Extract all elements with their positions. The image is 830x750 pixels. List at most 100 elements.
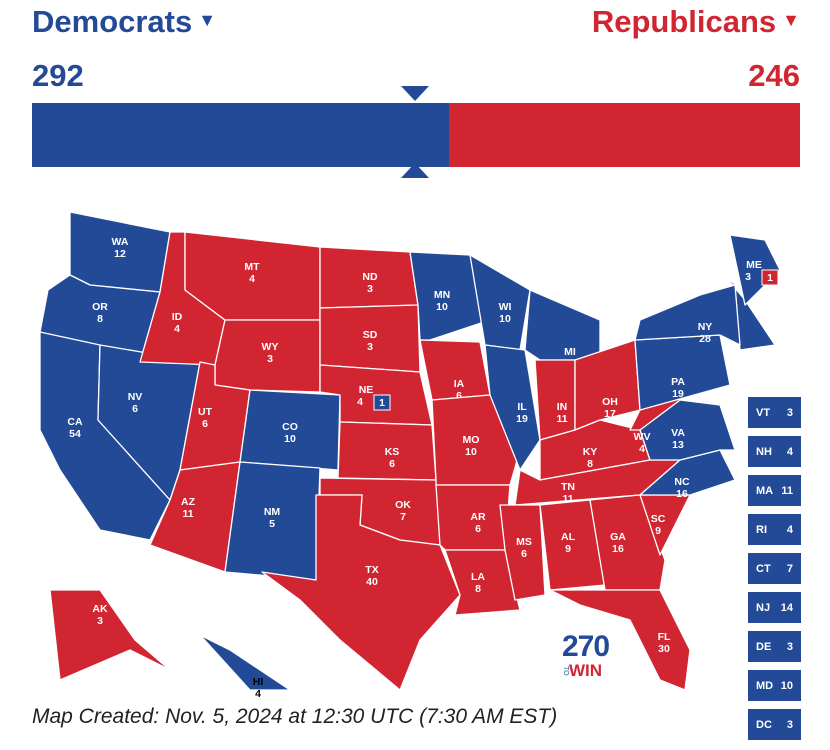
state-abbr: AR	[470, 511, 486, 523]
district-split-box[interactable]	[373, 394, 391, 411]
small-state-dc[interactable]: DC 3	[748, 709, 801, 740]
state-abbr: GA	[610, 531, 626, 543]
small-state-abbr: RI	[756, 523, 767, 536]
state-shape[interactable]	[534, 359, 576, 441]
state-ev: 6	[521, 548, 527, 560]
state-shape[interactable]	[199, 634, 291, 691]
small-state-ri[interactable]: RI 4	[748, 514, 801, 545]
state-ev: 3	[367, 341, 373, 353]
state-abbr: NV	[128, 391, 143, 403]
state-ia[interactable]: IA6	[419, 339, 491, 402]
state-ev: 16	[612, 543, 624, 555]
state-shape[interactable]	[484, 344, 541, 471]
state-nd[interactable]: ND3	[319, 246, 419, 309]
state-mt[interactable]: MT4	[184, 231, 321, 321]
state-ev: 28	[699, 333, 711, 345]
state-shape[interactable]	[549, 589, 691, 691]
state-abbr: OH	[602, 396, 618, 408]
state-shape[interactable]	[49, 589, 171, 681]
dem-total: 292	[32, 58, 84, 93]
state-ev: 4	[639, 443, 645, 455]
map-created-timestamp: Map Created: Nov. 5, 2024 at 12:30 UTC (…	[32, 705, 558, 728]
small-state-ev: 3	[786, 640, 793, 653]
state-ar[interactable]: AR6	[435, 484, 511, 551]
republicans-dropdown[interactable]: Republicans ▼	[592, 4, 800, 40]
democrats-dropdown[interactable]: Democrats ▼	[32, 4, 216, 40]
small-state-abbr: CT	[756, 562, 771, 575]
state-abbr: TN	[561, 481, 575, 493]
small-state-de[interactable]: DE 3	[748, 631, 801, 662]
state-shape[interactable]	[589, 494, 666, 591]
state-ev: 11	[182, 508, 193, 520]
state-abbr: SC	[651, 513, 666, 525]
small-state-ev: 3	[786, 406, 793, 419]
state-ks[interactable]: KS6	[337, 421, 437, 481]
dem-label: Democrats	[32, 4, 193, 39]
small-state-md[interactable]: MD 10	[748, 670, 801, 701]
state-me[interactable]: ME3 1	[729, 234, 781, 306]
small-state-abbr: NH	[756, 445, 772, 458]
small-state-abbr: DC	[756, 718, 772, 731]
state-shape[interactable]	[574, 339, 641, 431]
small-state-nj[interactable]: NJ 14	[748, 592, 801, 623]
small-state-nh[interactable]: NH 4	[748, 436, 801, 467]
state-abbr: NE	[359, 384, 374, 396]
small-state-vt[interactable]: VT 3	[748, 397, 801, 428]
logo-to: TO	[562, 666, 569, 676]
state-ev: 9	[655, 525, 661, 537]
small-state-ma[interactable]: MA 11	[748, 475, 801, 506]
state-ev: 3	[97, 615, 103, 627]
state-abbr: ND	[362, 271, 378, 283]
state-abbr: KY	[583, 446, 598, 458]
state-shape[interactable]	[524, 289, 601, 361]
state-ms[interactable]: MS6	[499, 504, 546, 601]
state-shape[interactable]	[634, 284, 741, 346]
state-abbr: SD	[363, 329, 378, 341]
state-abbr: CA	[67, 416, 83, 428]
state-abbr: WI	[499, 301, 512, 313]
state-ak[interactable]: AK3	[49, 589, 171, 681]
state-abbr: MS	[516, 536, 532, 548]
state-wy[interactable]: WY3	[214, 319, 321, 393]
270-marker-top-icon	[401, 86, 429, 101]
small-state-ev: 4	[786, 523, 793, 536]
state-ev: 10	[499, 313, 511, 325]
state-ev: 3	[745, 271, 751, 283]
state-shape[interactable]	[499, 504, 546, 601]
district-split-box[interactable]	[761, 269, 779, 286]
state-nm[interactable]: NM5	[224, 461, 321, 581]
state-shape[interactable]	[729, 234, 781, 306]
state-shape[interactable]	[149, 461, 241, 573]
state-sd[interactable]: SD3	[319, 304, 421, 373]
state-abbr: LA	[471, 571, 485, 583]
state-la[interactable]: LA8	[444, 549, 521, 616]
small-state-ev: 3	[786, 718, 793, 731]
state-abbr: VA	[671, 427, 685, 439]
state-shape[interactable]	[639, 449, 736, 496]
state-shape[interactable]	[261, 494, 461, 691]
district-split-ev: 1	[379, 397, 385, 409]
state-abbr: IL	[517, 401, 527, 413]
state-ev: 19	[516, 413, 528, 425]
state-ev: 6	[475, 523, 481, 535]
state-abbr: MO	[463, 434, 480, 446]
state-abbr: IA	[454, 378, 465, 390]
state-hi[interactable]: HI4	[199, 634, 291, 700]
state-shape[interactable]	[419, 339, 491, 401]
state-shape[interactable]	[444, 549, 521, 616]
small-state-ct[interactable]: CT 7	[748, 553, 801, 584]
